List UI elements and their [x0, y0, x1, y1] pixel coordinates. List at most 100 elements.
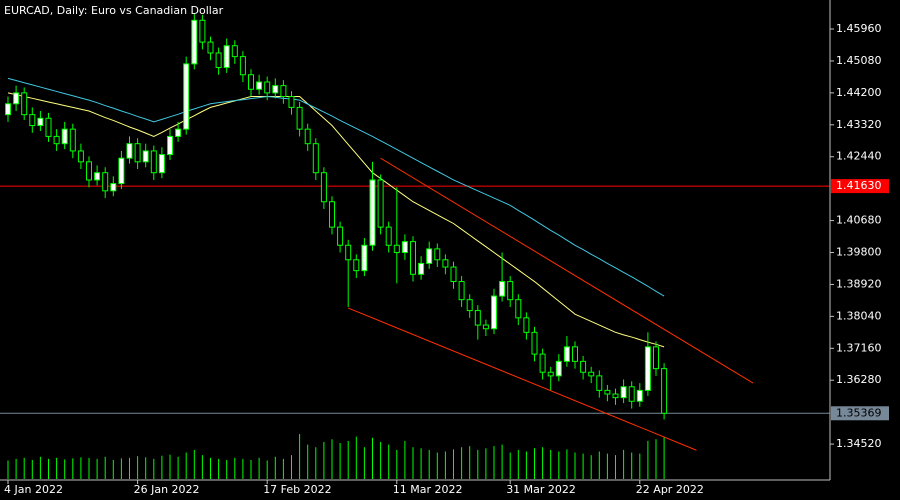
candle-body [183, 63, 190, 130]
moving-average [7, 92, 665, 348]
y-tick-label: 1.39800 [836, 246, 882, 259]
candle-body [385, 226, 392, 246]
candle-body [434, 248, 441, 261]
candle-body [158, 154, 165, 174]
candle-body [29, 114, 36, 127]
candle-body [596, 375, 603, 391]
y-tick-label: 1.34520 [836, 437, 882, 450]
candle-body [264, 81, 271, 94]
chart-title: EURCAD, Daily: Euro vs Canadian Dollar [4, 4, 224, 17]
candle-body [612, 393, 619, 399]
x-tick-label: 31 Mar 2022 [506, 483, 576, 496]
candle-body [118, 157, 125, 185]
candle-body [296, 106, 303, 130]
price-level-label-box [831, 406, 889, 421]
candle-body [199, 19, 206, 43]
candle-body [61, 128, 68, 145]
candle-body [45, 117, 52, 137]
candle-body [353, 259, 360, 272]
candle-body [312, 143, 319, 174]
price-level-label-box [831, 179, 889, 194]
candle-body [426, 248, 433, 264]
candle-body [410, 241, 416, 275]
candle-body [515, 299, 522, 319]
y-tick-label: 1.43320 [836, 118, 882, 131]
y-tick-label: 1.42440 [836, 150, 882, 163]
candle-body [572, 346, 578, 362]
x-tick-label: 26 Jan 2022 [134, 483, 200, 496]
candle-body [563, 346, 570, 362]
y-tick-label: 1.45960 [836, 22, 882, 35]
candle-body [653, 346, 659, 370]
candle-body [272, 85, 279, 94]
candle-body [248, 74, 254, 90]
candle-body [86, 161, 92, 181]
candle-body [223, 45, 230, 68]
y-tick-label: 1.38040 [836, 309, 882, 322]
candle-body [628, 386, 635, 402]
candle-body [369, 179, 376, 246]
candle-body [304, 128, 311, 145]
x-tick-label: 4 Jan 2022 [4, 483, 63, 496]
candle-body [5, 103, 11, 116]
candle-body [661, 368, 668, 414]
candle-body [288, 96, 295, 108]
x-tick-label: 17 Feb 2022 [263, 483, 331, 496]
candle-body [53, 135, 60, 145]
candle-body [442, 259, 449, 268]
plot-area [0, 13, 830, 479]
y-tick-label: 1.38920 [836, 277, 882, 290]
price-level-label: 1.41630 [836, 179, 882, 192]
candle-body [126, 143, 133, 159]
candle-body [256, 81, 263, 90]
candle-body [215, 52, 222, 68]
price-level-label: 1.35369 [836, 406, 882, 419]
candle-body [580, 360, 587, 373]
candle-body [21, 92, 28, 116]
candle-body [474, 310, 481, 326]
moving-average [7, 77, 665, 297]
candle-body [191, 19, 198, 65]
candle-body [418, 262, 425, 275]
candle-body [102, 172, 109, 192]
x-tick-label: 22 Apr 2022 [636, 483, 704, 496]
candle-body [329, 201, 335, 228]
candle-body [167, 135, 173, 156]
trendline [380, 157, 754, 384]
candle-body [393, 244, 400, 254]
x-tick-label: 11 Mar 2022 [393, 483, 463, 496]
y-tick-label: 1.45080 [836, 54, 882, 67]
candle-body [345, 244, 352, 261]
candle-body [620, 386, 627, 399]
candle-body [361, 244, 368, 272]
candle-body [499, 281, 506, 297]
candle-body [482, 324, 489, 330]
candle-body [231, 45, 238, 58]
candle-body [110, 183, 117, 192]
candle-body [13, 92, 20, 105]
candle-body [604, 389, 611, 395]
candle-body [207, 41, 214, 54]
candle-body [239, 56, 246, 76]
y-tick-label: 1.44200 [836, 86, 882, 99]
trendline [348, 307, 697, 451]
candle-body [636, 389, 643, 402]
candle-body [588, 371, 595, 377]
candle-body [539, 353, 546, 373]
y-tick-label: 1.40680 [836, 214, 882, 227]
candle-body [531, 331, 538, 355]
candle-body [401, 241, 408, 254]
candle-body [547, 371, 554, 377]
candle-body [450, 266, 457, 283]
candle-body [458, 281, 465, 301]
candle-body [644, 346, 651, 391]
candle-body [77, 150, 84, 163]
candle-body [280, 85, 287, 98]
axes: 1.45960 1.45080 1.44200 1.43320 1.42440 1.406… [0, 0, 889, 496]
candle-body [507, 281, 514, 301]
candle-body [337, 226, 344, 246]
candle-body [37, 117, 44, 127]
